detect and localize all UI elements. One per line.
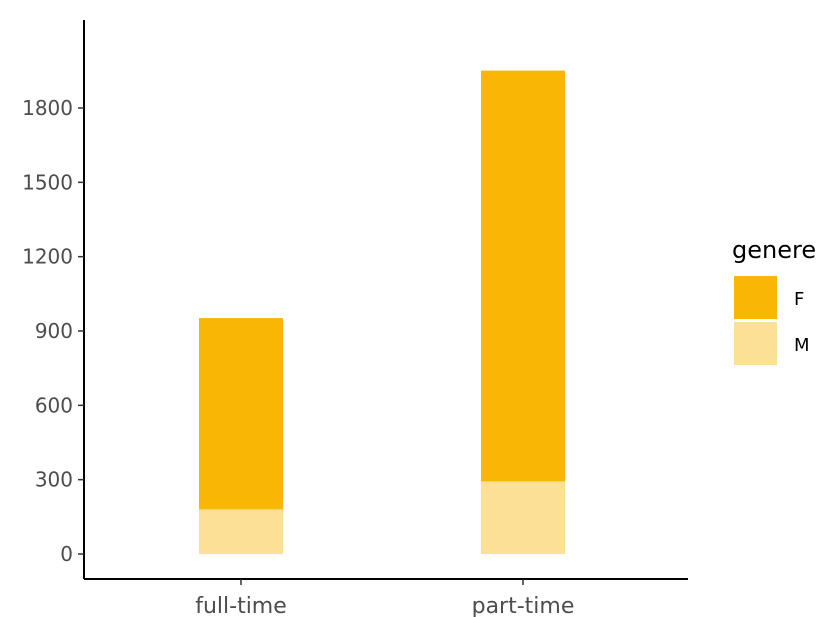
y-tick-label-1800: 1800 xyxy=(22,96,73,120)
x-axis: full-time part-time xyxy=(84,578,688,617)
bar-part-time-F xyxy=(481,70,565,482)
y-tick-label-0: 0 xyxy=(60,542,73,566)
legend-key-F xyxy=(734,276,777,319)
bar-part-time-M xyxy=(481,481,565,554)
bar-full-time-M xyxy=(199,509,283,554)
x-tick-label-part-time: part-time xyxy=(472,594,575,617)
legend-key-M xyxy=(734,322,777,365)
legend-label-F: F xyxy=(794,289,804,310)
y-tick-label-1200: 1200 xyxy=(22,245,73,269)
y-tick-label-1500: 1500 xyxy=(22,170,73,194)
y-axis: 0 300 600 900 1200 1500 1800 xyxy=(22,20,85,579)
legend: genere F M xyxy=(732,236,816,365)
legend-title: genere xyxy=(732,236,816,264)
bar-full-time-F xyxy=(199,318,283,510)
y-tick-label-600: 600 xyxy=(35,393,73,417)
x-tick-label-full-time: full-time xyxy=(195,594,287,617)
y-tick-label-300: 300 xyxy=(35,468,73,492)
bars-layer xyxy=(199,70,565,554)
legend-label-M: M xyxy=(794,335,810,356)
y-tick-label-900: 900 xyxy=(35,319,73,343)
